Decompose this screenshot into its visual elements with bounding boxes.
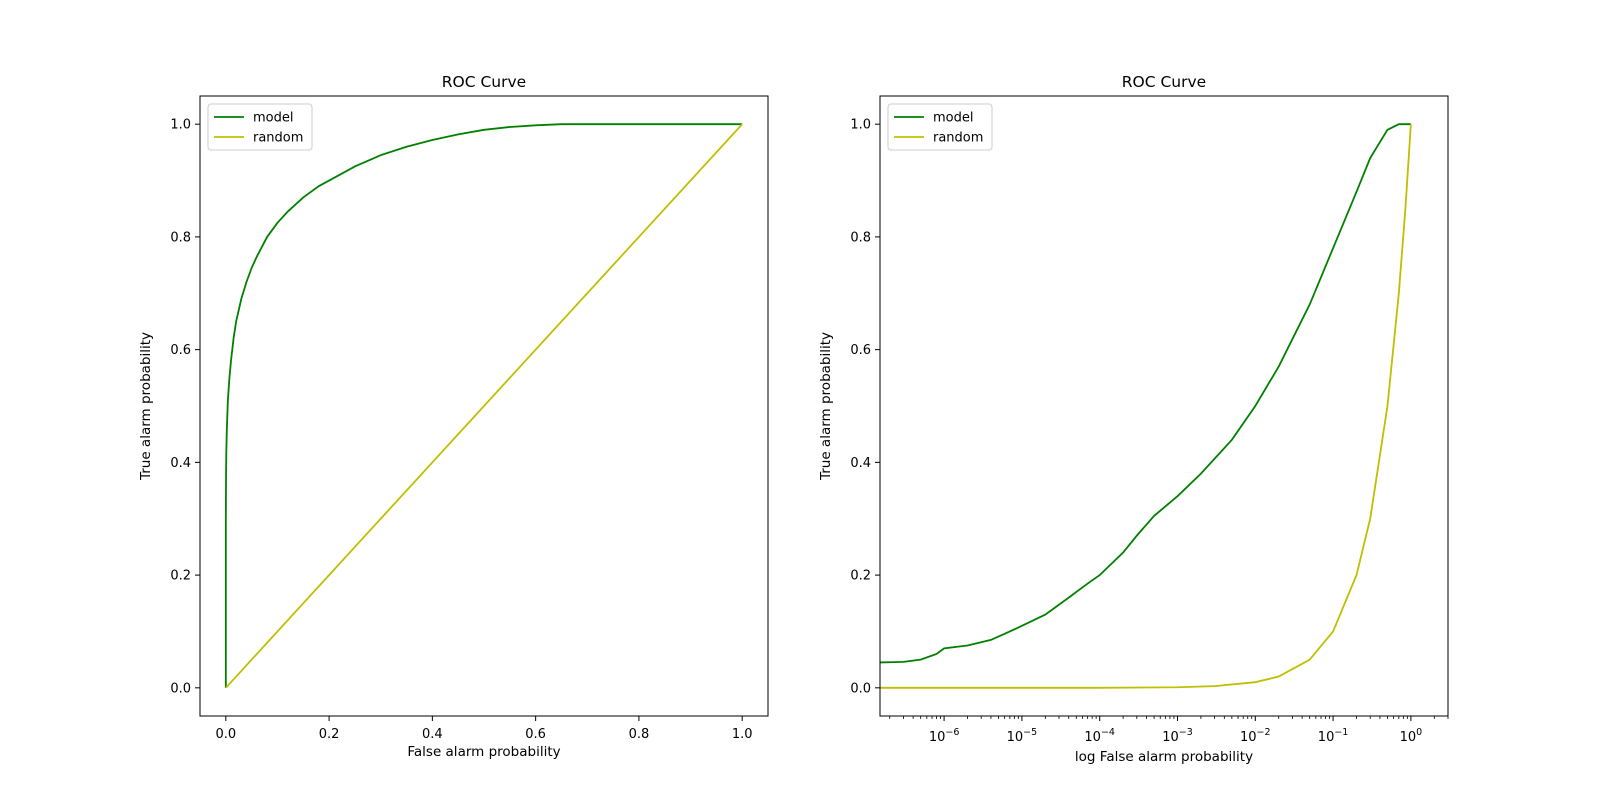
legend-box — [887, 103, 993, 151]
y-tick-label: 0.8 — [170, 230, 191, 245]
legend-box — [207, 103, 313, 151]
series-line-random — [880, 124, 1412, 689]
y-axis-label: True alarm probability — [818, 332, 834, 481]
y-tick-label: 0.2 — [170, 569, 191, 584]
x-tick-label: 10−1 — [1318, 727, 1349, 745]
legend-label-random: random — [253, 131, 303, 146]
x-tick-label: 100 — [1400, 727, 1423, 745]
x-tick-label: 0.2 — [319, 727, 340, 742]
plot-panel-2: 10−6 10−5 10−4 10−3 10−2 10−1 100 0.0 0.2 0.4 0.6 0… — [818, 73, 1449, 765]
y-axis-label: True alarm probability — [138, 332, 154, 481]
y-tick-label: 0.6 — [850, 343, 871, 358]
legend-label-model: model — [253, 111, 293, 126]
legend-label-model: model — [933, 111, 973, 126]
x-tick-label: 0.6 — [525, 727, 546, 742]
y-tick-label: 0.4 — [170, 456, 191, 471]
x-tick-label: 0.8 — [629, 727, 650, 742]
y-tick-label: 0.0 — [850, 681, 871, 696]
axes-frame — [879, 95, 1449, 717]
series-line-model — [880, 123, 1411, 664]
legend-label-random: random — [933, 131, 983, 146]
x-tick-label: 0.4 — [422, 727, 443, 742]
plot-panel-1: 0.0 0.2 0.4 0.6 0.8 1.0 0.0 0.2 0.4 0.6 0.8 1.0 ROC … — [138, 73, 769, 760]
y-tick-label: 1.0 — [850, 118, 871, 133]
series-line-random — [225, 123, 743, 689]
y-tick-label: 1.0 — [170, 118, 191, 133]
y-tick-label: 0.8 — [850, 230, 871, 245]
y-tick-label: 0.0 — [170, 681, 191, 696]
x-axis-label: log False alarm probability — [1075, 749, 1253, 765]
x-tick-label: 10−5 — [1007, 727, 1038, 745]
legend: model random — [207, 103, 313, 151]
chart-title: ROC Curve — [442, 73, 526, 91]
y-tick-label: 0.6 — [170, 343, 191, 358]
x-tick-label: 10−4 — [1084, 727, 1115, 745]
series-line-model — [224, 123, 743, 688]
y-tick-label: 0.4 — [850, 456, 871, 471]
axes-frame — [199, 95, 769, 717]
y-tick-label: 0.2 — [850, 569, 871, 584]
x-tick-label: 10−2 — [1240, 727, 1271, 745]
x-axis-label: False alarm probability — [407, 744, 560, 760]
x-tick-label: 1.0 — [732, 727, 753, 742]
x-tick-label: 0.0 — [215, 727, 236, 742]
chart-title: ROC Curve — [1122, 73, 1206, 91]
x-tick-label: 10−3 — [1162, 727, 1193, 745]
legend: model random — [887, 103, 993, 151]
x-tick-label: 10−6 — [929, 727, 960, 745]
